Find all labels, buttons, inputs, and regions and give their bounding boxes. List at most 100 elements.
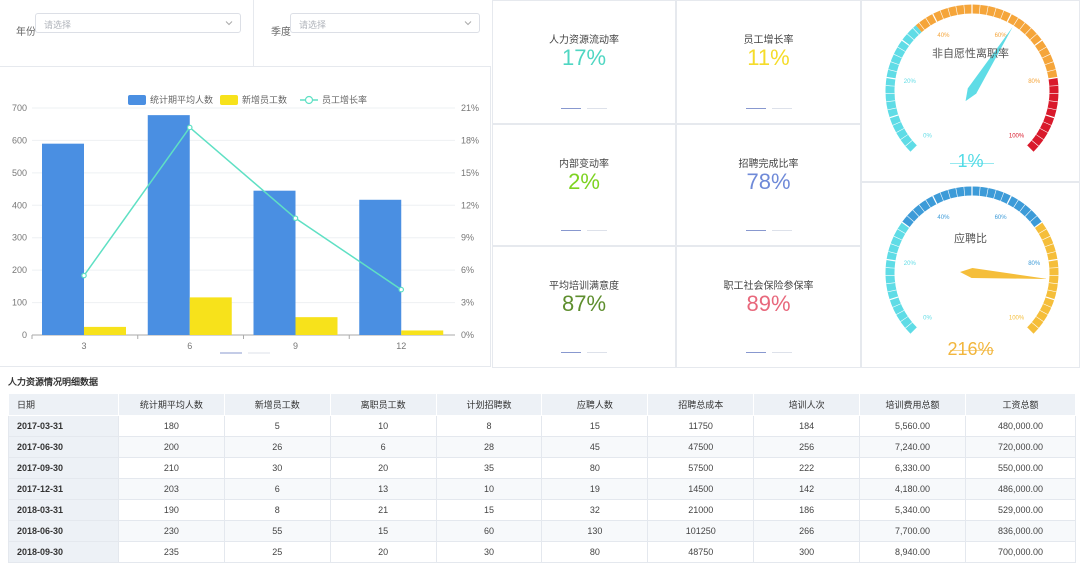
column-header[interactable]: 计划招聘数: [435, 393, 543, 416]
combo-chart: 0 100 200 300 400 500 600 700 0% 3% 6% 9% 12% 15% 18% 2…: [12, 94, 479, 354]
y-tick-label-left: 500: [12, 168, 27, 178]
table-cell: 550,000.00: [965, 457, 1076, 479]
table-cell: 836,000.00: [965, 520, 1076, 542]
page-indicator-active[interactable]: [745, 230, 766, 231]
page-indicator[interactable]: [587, 352, 607, 353]
bar[interactable]: [253, 190, 296, 335]
column-header[interactable]: 培训人次: [753, 393, 861, 416]
table-row[interactable]: 2018-03-31 190 8 21 15 32 21000 186 5,340.00 529,…: [8, 499, 1076, 521]
kpi-value: 17%: [561, 45, 607, 70]
table-cell: 15: [435, 499, 543, 521]
page-indicator-active[interactable]: [745, 108, 766, 109]
gauge-tick-line: [906, 215, 915, 222]
gauge-tick-line: [955, 5, 958, 15]
table-cell: 30: [223, 457, 331, 479]
gauge-tick-line: [1000, 192, 1005, 202]
page-indicator[interactable]: [950, 163, 994, 164]
line-point[interactable]: [292, 215, 299, 222]
table-row[interactable]: 2017-09-30 210 30 20 35 80 57500 222 6,330.00 550…: [8, 457, 1076, 479]
y-tick-label-left: 600: [12, 135, 27, 145]
column-header[interactable]: 新增员工数: [223, 393, 331, 416]
legend-label[interactable]: 员工增长率: [322, 94, 367, 105]
page-indicator[interactable]: [587, 230, 607, 231]
gauge-tick-line: [947, 7, 951, 17]
table-cell: 47500: [647, 436, 755, 458]
gauge-tick-line: [1006, 195, 1012, 205]
legend-swatch[interactable]: [220, 95, 238, 105]
table-row[interactable]: 2018-06-30 230 55 15 60 130 101250 266 7,700.00 8…: [8, 520, 1076, 542]
gauge-tick-line: [900, 134, 909, 140]
gauge-tick-label: 80%: [1028, 79, 1041, 85]
kpi-title: 招聘完成比率: [738, 159, 799, 170]
gauge-tick-line: [1043, 303, 1052, 308]
bar[interactable]: [401, 330, 444, 335]
gauge-tick-line: [892, 121, 901, 126]
table-cell: 7,700.00: [859, 520, 967, 542]
legend-swatch[interactable]: [128, 95, 146, 105]
table-cell: 5,340.00: [859, 499, 967, 521]
page-indicator[interactable]: [950, 350, 994, 351]
gauge-tick-line: [1049, 85, 1059, 87]
gauge-tick-line: [885, 85, 895, 87]
page-indicator[interactable]: [771, 352, 792, 353]
legend-label[interactable]: 新增员工数: [242, 94, 287, 105]
line-point[interactable]: [398, 286, 405, 293]
page-indicator[interactable]: [771, 108, 792, 109]
table-cell: 8: [223, 499, 331, 521]
table-cell: 200: [117, 436, 225, 458]
gauge-tick-line: [905, 140, 913, 147]
date-cell: 2018-06-30: [8, 520, 119, 542]
y-tick-label-left: 0: [22, 330, 27, 340]
table-cell: 20: [329, 541, 437, 563]
gauge-tick-line: [918, 22, 925, 30]
gauge-tick-label: 80%: [1028, 261, 1041, 267]
line-point[interactable]: [186, 124, 193, 131]
gauge-tick-line: [1013, 17, 1019, 26]
bar[interactable]: [147, 115, 190, 336]
gauge-tick-line: [901, 221, 910, 228]
page-indicator-active[interactable]: [745, 352, 766, 353]
page-indicator[interactable]: [587, 108, 607, 109]
gauge-tick-line: [896, 128, 905, 133]
line-point[interactable]: [81, 272, 87, 279]
table-cell: 720,000.00: [965, 436, 1076, 458]
table-row[interactable]: 2017-03-31 180 5 10 8 15 11750 184 5,560.00 480,0…: [8, 415, 1076, 437]
gauge-tick-line: [1029, 33, 1038, 40]
legend-label[interactable]: 统计期平均人数: [150, 94, 213, 105]
gauge-tick-line: [1026, 145, 1034, 153]
season-select[interactable]: 请选择: [290, 13, 480, 33]
gauge-tick-line: [1047, 107, 1057, 111]
page-indicator-active[interactable]: [561, 108, 581, 109]
year-select[interactable]: 请选择: [35, 13, 241, 33]
gauge-tick-line: [893, 53, 903, 59]
table-cell: 13: [329, 478, 437, 500]
bar[interactable]: [295, 317, 338, 335]
filter-panel: 年份 请选择 季度 请选择: [0, 0, 491, 67]
table-cell: 180: [117, 415, 225, 437]
column-header[interactable]: 招聘总成本: [647, 393, 755, 416]
column-header[interactable]: 统计期平均人数: [117, 393, 225, 416]
table-body: 2017-03-31 180 5 10 8 15 11750 184 5,560.00 480,0…: [8, 415, 1076, 563]
bar[interactable]: [189, 297, 232, 335]
column-header[interactable]: 培训费用总额: [859, 393, 967, 416]
table-cell: 6,330.00: [859, 457, 967, 479]
column-header[interactable]: 日期: [8, 393, 119, 416]
page-indicator-active[interactable]: [561, 230, 581, 231]
bar[interactable]: [359, 199, 402, 335]
gauge-tick-line: [885, 267, 895, 269]
gauge-tick-line: [993, 189, 997, 199]
column-header[interactable]: 工资总额: [965, 393, 1076, 416]
gauge-tick-label: 60%: [995, 215, 1008, 221]
column-header[interactable]: 离职员工数: [329, 393, 437, 416]
page-indicator[interactable]: [771, 230, 792, 231]
page-indicator-active[interactable]: [561, 352, 581, 353]
bar[interactable]: [84, 326, 126, 335]
gauge-tick-line: [1019, 204, 1026, 212]
table-cell: 203: [117, 478, 225, 500]
table-row[interactable]: 2018-09-30 235 25 20 30 80 48750 300 8,940.00 700…: [8, 541, 1076, 563]
detail-table: 日期 统计期平均人数 新增员工数 离职员工数 计划招聘数 应聘人数 招聘总成本 培训人次 培训费…: [8, 393, 1076, 563]
bar[interactable]: [42, 143, 84, 335]
table-row[interactable]: 2017-12-31 203 6 13 10 19 14500 142 4,180.00 486,…: [8, 478, 1076, 500]
column-header[interactable]: 应聘人数: [541, 393, 649, 416]
table-row[interactable]: 2017-06-30 200 26 6 28 45 47500 256 7,240.00 720,…: [8, 436, 1076, 458]
